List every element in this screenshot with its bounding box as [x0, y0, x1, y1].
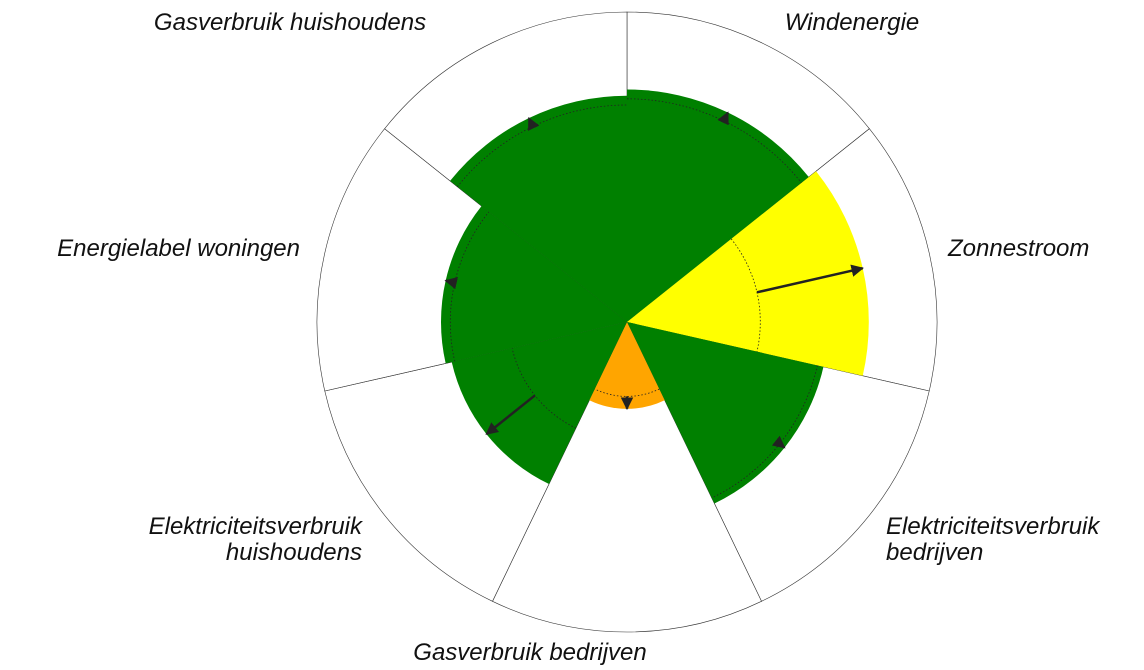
- category-label: Windenergie: [784, 9, 920, 36]
- previous-arc: [626, 98, 802, 184]
- previous-arc: [594, 388, 660, 397]
- trend-arrow: [485, 394, 536, 436]
- category-label: Gasverbruik huishoudens: [153, 9, 427, 36]
- category-label: Elektriciteitsverbruik bedrijven: [886, 513, 1100, 566]
- trend-arrow: [756, 264, 864, 294]
- sector: [451, 322, 627, 484]
- category-label: Zonnestroom: [948, 235, 1090, 262]
- trend-arrow: [444, 277, 459, 290]
- sector: [627, 89, 809, 322]
- category-label: Elektriciteitsverbruik huishoudens: [148, 513, 362, 566]
- category-label: Gasverbruik bedrijven: [413, 639, 647, 666]
- sector-outline: [492, 321, 762, 633]
- trend-arrow: [527, 116, 540, 131]
- sector: [589, 322, 665, 409]
- category-label: Energielabel woningen: [57, 235, 300, 262]
- sector: [450, 95, 627, 322]
- sector: [627, 322, 824, 504]
- sector: [441, 206, 627, 364]
- trend-arrow: [771, 435, 786, 449]
- sector: [627, 171, 869, 376]
- trend-arrow: [717, 111, 730, 126]
- previous-arc: [730, 238, 761, 352]
- previous-arc: [511, 348, 577, 429]
